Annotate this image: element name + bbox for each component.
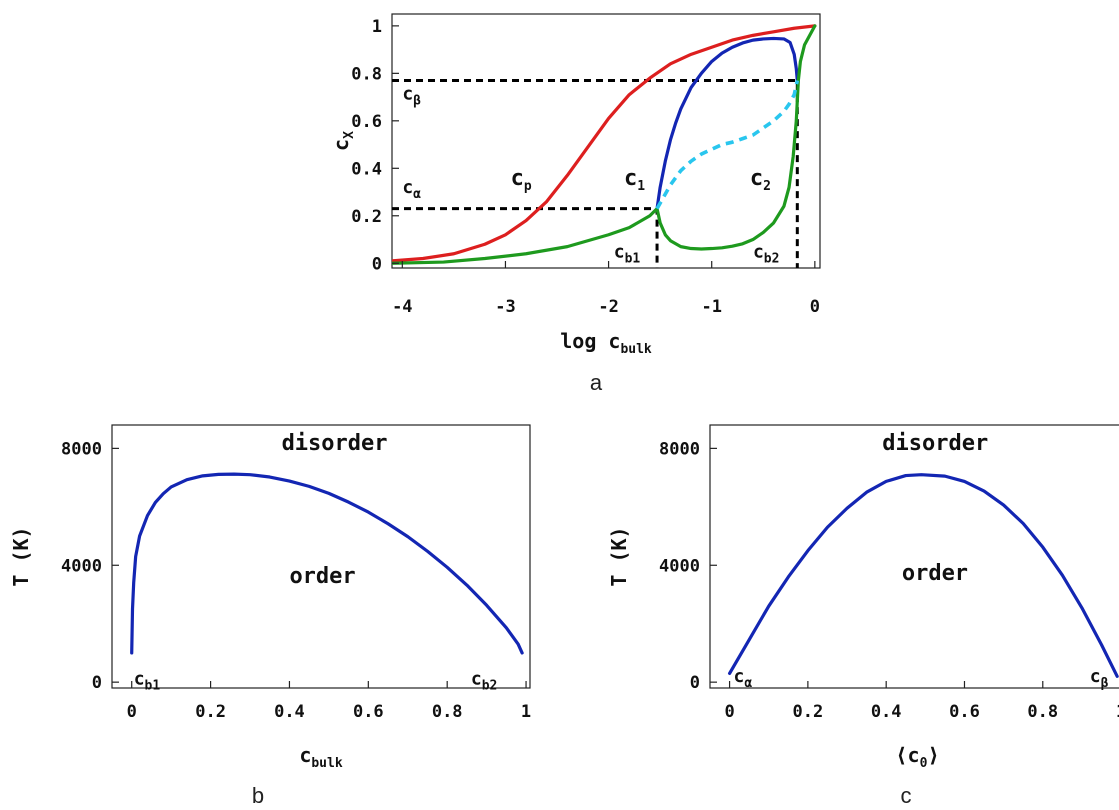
- x-axis-label: cbulk: [299, 743, 343, 771]
- y-axis-label: T (K): [9, 526, 33, 586]
- x-tick-label: 0.6: [949, 702, 980, 722]
- plot-frame-a: [391, 13, 821, 269]
- x-tick-label: 0: [810, 297, 820, 317]
- panel-label: a: [590, 370, 603, 395]
- plot-frame-b: [111, 424, 531, 689]
- annotation-label: cb2: [471, 668, 498, 693]
- series-line-a-1: [655, 36, 799, 211]
- y-tick-label: 0.6: [351, 112, 382, 132]
- x-tick-label: 0.2: [793, 702, 824, 722]
- x-tick-label: 1: [521, 702, 531, 722]
- x-tick-label: -3: [495, 297, 515, 317]
- y-axis-label: cX: [329, 131, 357, 151]
- annotation-label: cβ: [1090, 666, 1109, 691]
- x-axis-label: ⟨c0⟩: [896, 743, 940, 771]
- annotation-label: cb1: [134, 668, 161, 693]
- plot-frame-c: [709, 424, 1119, 689]
- y-tick-label: 0.2: [351, 207, 382, 227]
- annotation-label: cα: [402, 177, 421, 202]
- annotation-label: order: [289, 564, 355, 589]
- annotation-label: c2: [750, 166, 771, 194]
- panel-c-chart: 0 0.2 0.4 0.6 0.8 1 0 4000 8000 disorder order cα cβ…: [607, 424, 1119, 808]
- series-line-a-2: [392, 207, 659, 265]
- annotation-label: cp: [511, 166, 532, 194]
- y-tick-label: 4000: [659, 556, 700, 576]
- y-tick-label: 0: [92, 673, 102, 693]
- annotation-label: cb2: [753, 241, 780, 266]
- x-tick-label: 0: [127, 702, 137, 722]
- x-tick-label: 0.4: [871, 702, 902, 722]
- y-tick-label: 4000: [61, 556, 102, 576]
- series-line-a-3: [655, 24, 817, 251]
- y-axis-label: T (K): [607, 526, 631, 586]
- x-tick-label: 0: [724, 702, 734, 722]
- x-tick-label: 1: [1116, 702, 1119, 722]
- y-tick-label: 0.4: [351, 159, 382, 179]
- series-line-a-0: [392, 24, 817, 263]
- y-tick-label: 0: [690, 673, 700, 693]
- series-line-a-4: [655, 80, 800, 210]
- y-tick-label: 0.8: [351, 64, 382, 84]
- plot-area-c: [727, 473, 1119, 678]
- panel-label: b: [252, 783, 264, 808]
- annotation-label: cα: [733, 666, 752, 691]
- guide-dashed-line: [392, 78, 799, 268]
- y-tick-label: 1: [372, 17, 382, 37]
- x-tick-label: -2: [598, 297, 618, 317]
- panel-b-chart: 0 0.2 0.4 0.6 0.8 1 0 4000 8000 disorder order cb1 c…: [9, 424, 531, 808]
- x-tick-label: 0.4: [274, 702, 305, 722]
- annotation-label: cb1: [614, 241, 641, 266]
- plot-area-a: [392, 24, 817, 268]
- panel-a-chart: -4 -3 -2 -1 0 0 0.2 0.4 0.6 0.8 1 cβ cα cp c1 c2 cb1 cb2 l…: [329, 13, 821, 395]
- annotation-label: c1: [624, 166, 645, 194]
- x-tick-label: 0.8: [1027, 702, 1058, 722]
- series-line-b-0: [130, 472, 524, 655]
- x-tick-label: 0.2: [195, 702, 226, 722]
- annotation-label: order: [902, 561, 968, 586]
- x-tick-label: -4: [392, 297, 412, 317]
- x-tick-label: 0.6: [353, 702, 384, 722]
- plot-area-b: [130, 472, 524, 655]
- x-tick-label: 0.8: [432, 702, 463, 722]
- x-tick-label: -1: [701, 297, 721, 317]
- series-line-c-0: [727, 473, 1119, 678]
- annotation-label: disorder: [882, 431, 988, 456]
- y-tick-label: 8000: [659, 439, 700, 459]
- x-axis-label: log cbulk: [560, 329, 652, 357]
- annotation-label: disorder: [282, 431, 388, 456]
- y-tick-label: 0: [372, 254, 382, 274]
- panel-label: c: [901, 783, 912, 808]
- annotation-label: cβ: [402, 83, 421, 108]
- y-tick-label: 8000: [61, 439, 102, 459]
